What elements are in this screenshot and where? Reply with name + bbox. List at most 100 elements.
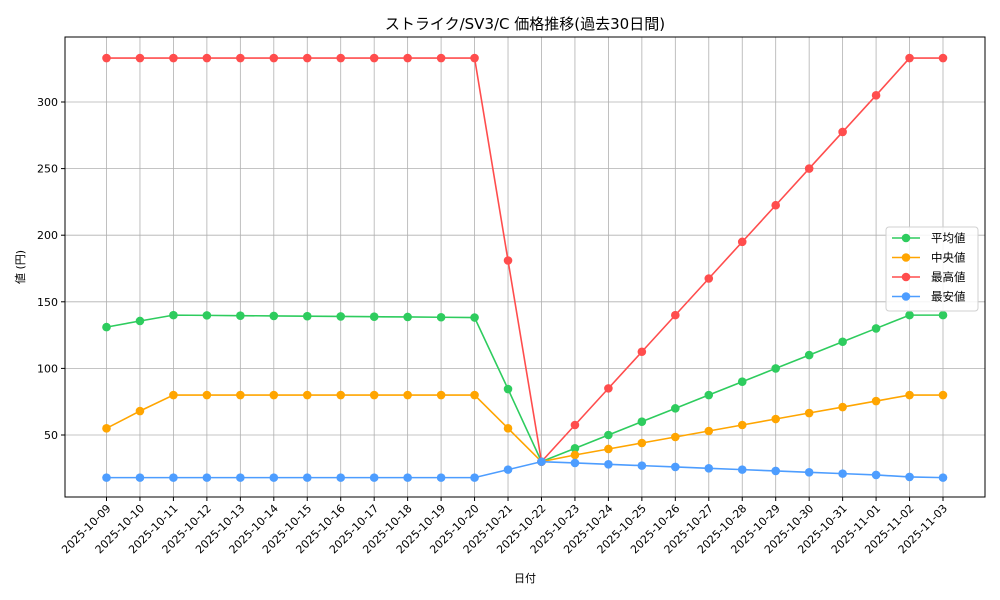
data-point — [436, 312, 446, 322]
legend-label: 平均値 — [931, 231, 966, 245]
data-point — [905, 53, 914, 63]
data-point — [871, 91, 881, 100]
series-最高値 — [102, 53, 948, 466]
y-tick-label: 100 — [37, 362, 58, 375]
data-point — [771, 200, 780, 210]
data-point — [302, 311, 312, 321]
data-point — [938, 390, 948, 400]
data-point — [269, 53, 279, 63]
data-point — [336, 312, 346, 321]
data-point — [938, 53, 948, 63]
data-point — [737, 465, 747, 474]
data-point — [403, 53, 412, 63]
data-point — [671, 462, 680, 472]
data-point — [369, 312, 379, 322]
data-point — [436, 390, 446, 400]
grid-lines — [65, 37, 985, 497]
y-tick-label: 250 — [37, 163, 58, 176]
x-axis-label: 日付 — [514, 572, 536, 585]
data-point — [838, 127, 847, 137]
series-line — [106, 460, 944, 479]
data-point — [503, 424, 513, 433]
data-series — [102, 53, 948, 482]
data-point — [403, 473, 412, 482]
chart-title: ストライク/SV3/C 価格推移(過去30日間) — [385, 15, 665, 33]
data-point — [336, 473, 346, 482]
data-point — [637, 417, 647, 426]
data-point — [403, 312, 412, 322]
data-point — [771, 414, 780, 424]
legend-marker — [901, 272, 911, 282]
data-point — [436, 53, 446, 63]
data-point — [369, 53, 379, 63]
y-tick-label: 300 — [37, 96, 58, 109]
data-point — [671, 310, 680, 320]
plot-frame — [64, 36, 986, 498]
series-平均値 — [102, 310, 948, 466]
data-point — [871, 470, 881, 480]
data-point — [804, 164, 814, 173]
data-point — [604, 444, 613, 454]
data-point — [436, 473, 446, 482]
y-tick-label: 150 — [37, 296, 58, 309]
data-point — [704, 426, 714, 436]
data-point — [102, 424, 111, 433]
data-point — [236, 311, 245, 320]
data-point — [169, 473, 178, 482]
data-point — [737, 237, 747, 247]
series-line — [106, 314, 943, 463]
data-point — [403, 390, 412, 400]
data-point — [604, 460, 613, 469]
data-point — [671, 404, 680, 413]
data-point — [470, 390, 479, 400]
data-point — [369, 390, 379, 400]
data-point — [671, 432, 680, 442]
data-point — [804, 350, 814, 360]
legend-marker — [901, 233, 911, 243]
data-point — [236, 473, 245, 482]
data-point — [202, 53, 212, 63]
data-point — [470, 473, 479, 482]
data-point — [704, 390, 714, 400]
data-point — [905, 390, 914, 400]
data-point — [102, 322, 111, 332]
data-point — [704, 464, 714, 473]
data-point — [102, 53, 111, 63]
data-point — [503, 256, 513, 265]
legend-marker — [901, 253, 911, 262]
data-point — [570, 420, 580, 430]
data-point — [202, 311, 212, 320]
data-point — [470, 313, 479, 322]
y-tick-label: 50 — [44, 429, 58, 442]
series-最安値 — [102, 457, 948, 482]
y-axis-label: 値 (円) — [14, 250, 27, 284]
data-point — [570, 458, 580, 468]
legend-label: 中央値 — [931, 251, 966, 265]
data-point — [135, 316, 145, 326]
legend-label: 最安値 — [931, 290, 966, 304]
x-axis-ticks: 2025-10-092025-10-102025-10-112025-10-12… — [59, 497, 950, 556]
data-point — [336, 53, 346, 63]
data-point — [269, 390, 279, 400]
data-point — [804, 408, 814, 418]
data-point — [637, 347, 647, 357]
data-point — [938, 473, 948, 482]
data-point — [570, 444, 580, 453]
data-point — [236, 53, 245, 63]
data-point — [503, 384, 513, 394]
data-point — [503, 465, 513, 474]
data-point — [169, 310, 178, 320]
data-point — [269, 311, 279, 321]
data-point — [202, 390, 212, 400]
data-point — [871, 324, 881, 333]
data-point — [938, 310, 948, 320]
legend-marker — [901, 292, 911, 301]
data-point — [470, 53, 479, 63]
data-point — [135, 406, 145, 416]
data-point — [771, 364, 780, 373]
data-point — [169, 53, 178, 63]
data-point — [135, 473, 145, 482]
data-point — [637, 461, 647, 470]
